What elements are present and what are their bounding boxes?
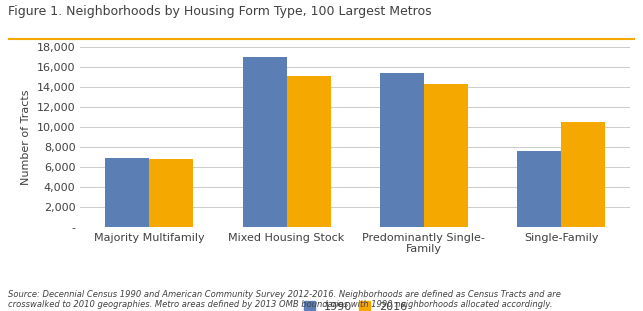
Bar [561,122,605,227]
Bar [242,57,287,227]
Bar [149,159,194,227]
Text: Figure 1. Neighborhoods by Housing Form Type, 100 Largest Metros: Figure 1. Neighborhoods by Housing Form … [8,5,432,18]
Text: Source: Decennial Census 1990 and American Community Survey 2012-2016. Neighborh: Source: Decennial Census 1990 and Americ… [8,290,561,309]
Bar [105,158,149,227]
Y-axis label: Number of Tracts: Number of Tracts [21,89,32,185]
Bar [517,151,561,227]
Bar [380,73,424,227]
Bar [424,84,468,227]
Legend: 1990, 2016: 1990, 2016 [303,301,407,311]
Bar [287,76,331,227]
